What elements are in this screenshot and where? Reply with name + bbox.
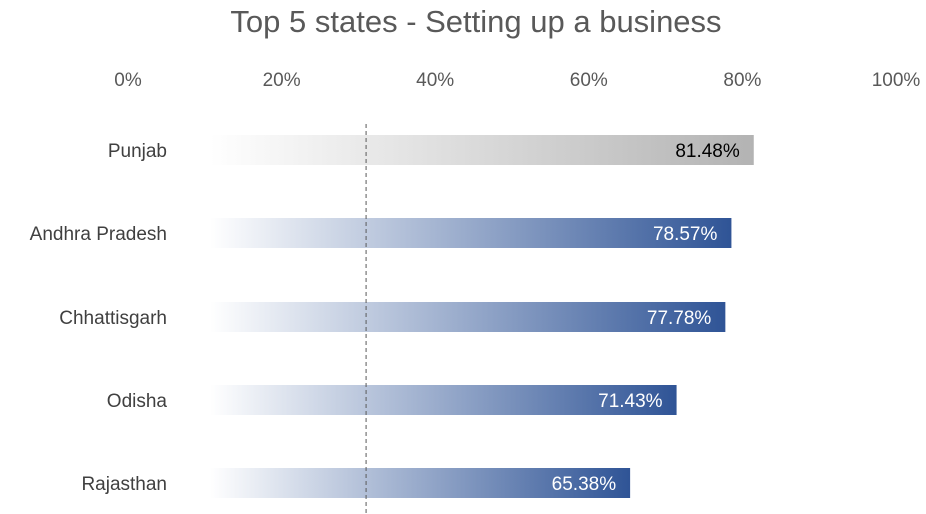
- category-label: Andhra Pradesh: [30, 224, 167, 245]
- chart-title: Top 5 states - Setting up a business: [230, 4, 721, 39]
- data-labels: 81.48% 78.57% 77.78% 71.43% 65.38%: [552, 141, 740, 495]
- x-tick-label: 20%: [263, 70, 301, 91]
- data-label: 77.78%: [647, 308, 712, 329]
- x-tick-label: 100%: [872, 70, 921, 91]
- category-label: Rajasthan: [81, 474, 167, 495]
- x-tick-label: 0%: [114, 70, 142, 91]
- category-label: Odisha: [107, 391, 168, 412]
- x-tick-label: 40%: [416, 70, 454, 91]
- bar-andhra-pradesh: [210, 218, 732, 248]
- category-label: Chhattisgarh: [59, 308, 167, 329]
- data-label: 65.38%: [552, 474, 617, 495]
- category-labels: Punjab Andhra Pradesh Chhattisgarh Odisha Ra…: [30, 141, 168, 495]
- x-tick-label: 60%: [570, 70, 608, 91]
- x-axis-ticks: 0% 20% 40% 60% 80% 100%: [114, 70, 920, 91]
- data-label: 71.43%: [598, 391, 663, 412]
- bar-odisha: [210, 385, 677, 415]
- bar-rajasthan: [210, 468, 631, 498]
- category-label: Punjab: [108, 141, 167, 162]
- data-label: 78.57%: [653, 224, 718, 245]
- bar-chhattisgarh: [210, 302, 726, 332]
- data-label: 81.48%: [675, 141, 740, 162]
- bar-punjab: [210, 135, 754, 165]
- bars: [210, 135, 754, 498]
- x-tick-label: 80%: [723, 70, 761, 91]
